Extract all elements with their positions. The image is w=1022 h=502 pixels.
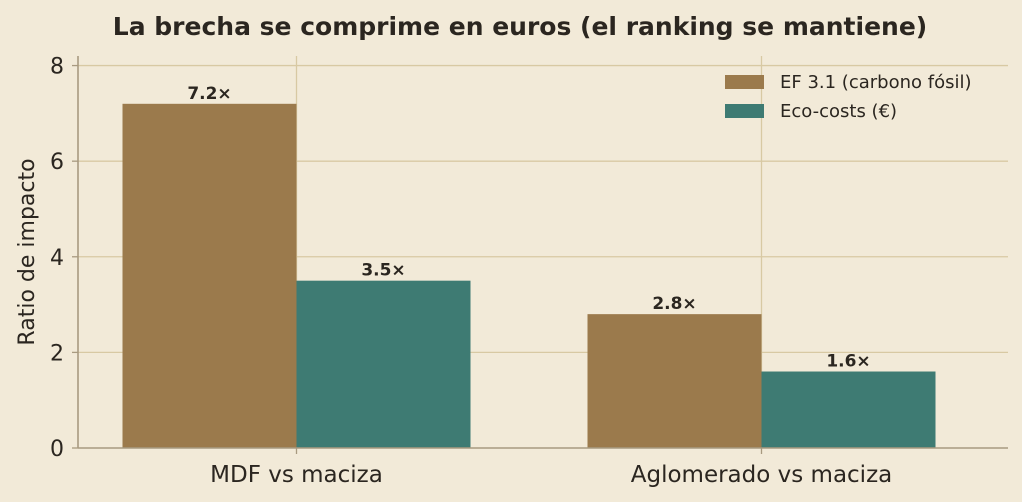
y-tick-label: 6 xyxy=(50,150,64,175)
axes: 0 2 4 6 8 MDF vs maciza Aglomerado vs maciza xyxy=(50,55,1008,488)
x-tick-label: Aglomerado vs maciza xyxy=(631,462,893,488)
y-tick-label: 2 xyxy=(50,341,64,366)
y-tick-label: 8 xyxy=(50,55,64,80)
legend-label: Eco-costs (€) xyxy=(780,101,897,122)
chart-title: La brecha se comprime en euros (el ranki… xyxy=(113,12,927,41)
legend-swatch xyxy=(725,75,764,89)
bar xyxy=(296,280,471,448)
bar-value-label: 3.5× xyxy=(361,261,405,281)
legend-swatch xyxy=(725,104,764,118)
bar xyxy=(587,314,762,448)
y-axis-label: Ratio de impacto xyxy=(15,158,40,345)
x-tick-label: MDF vs maciza xyxy=(210,462,383,488)
bar-value-label: 2.8× xyxy=(652,294,696,314)
bar xyxy=(122,103,297,449)
y-tick-label: 4 xyxy=(50,246,64,271)
bars xyxy=(122,103,936,449)
bar xyxy=(761,371,936,448)
legend: EF 3.1 (carbono fósil) Eco-costs (€) xyxy=(725,72,971,122)
bar-value-label: 1.6× xyxy=(826,352,870,372)
y-tick-label: 0 xyxy=(50,437,64,462)
bar-value-label: 7.2× xyxy=(187,84,231,104)
data-labels: 7.2× 3.5× 2.8× 1.6× xyxy=(187,84,870,372)
legend-label: EF 3.1 (carbono fósil) xyxy=(780,72,971,93)
